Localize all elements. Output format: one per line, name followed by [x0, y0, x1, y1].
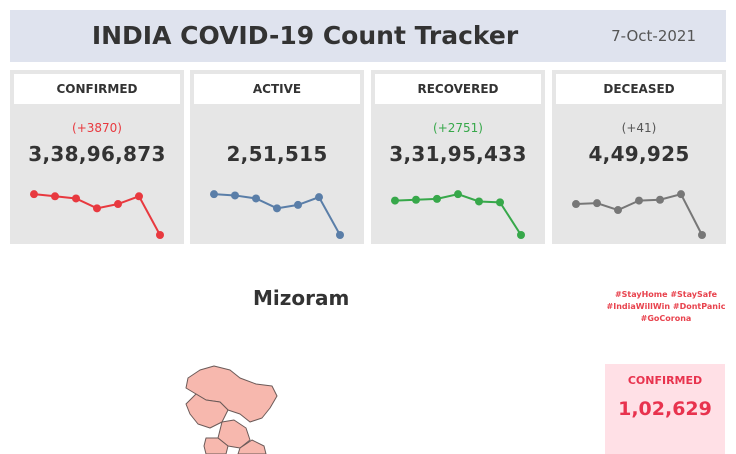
hashtags: #StayHome #StaySafe #IndiaWillWin #DontP… [600, 289, 732, 325]
trend-point[interactable] [496, 198, 504, 207]
trend-point[interactable] [454, 190, 462, 199]
trend-point[interactable] [114, 200, 122, 209]
deceased-trend-chart [572, 190, 706, 239]
active-card[interactable]: ACTIVE 2,51,515 [190, 70, 364, 244]
trend-point[interactable] [135, 192, 143, 201]
hashtag-line: #GoCorona [640, 314, 692, 323]
map-region-punjab[interactable] [203, 437, 229, 454]
deceased-label: DECEASED [556, 74, 722, 104]
state-confirmed-label: CONFIRMED [627, 374, 703, 387]
confirmed-value: 3,38,96,873 [28, 142, 166, 166]
trend-point[interactable] [677, 190, 685, 199]
trend-point[interactable] [336, 231, 344, 239]
trend-point[interactable] [635, 196, 643, 205]
trend-point[interactable] [51, 192, 59, 201]
trend-point[interactable] [156, 231, 164, 239]
trend-point[interactable] [252, 194, 260, 203]
trend-point[interactable] [231, 191, 239, 200]
state-confirmed-box: CONFIRMED 1,02,629 [605, 364, 725, 454]
deceased-delta: (+41) [621, 121, 657, 135]
trend-point[interactable] [391, 196, 399, 205]
trend-point[interactable] [93, 204, 101, 213]
trend-point[interactable] [698, 231, 706, 239]
active-label: ACTIVE [194, 74, 360, 104]
deceased-card[interactable]: DECEASED (+41) 4,49,925 [552, 70, 726, 244]
trend-point[interactable] [475, 197, 483, 206]
confirmed-label: CONFIRMED [14, 74, 180, 104]
page-title: INDIA COVID-19 Count Tracker [91, 21, 519, 50]
trend-point[interactable] [30, 190, 38, 199]
recovered-label: RECOVERED [375, 74, 541, 104]
trend-point[interactable] [72, 194, 80, 203]
trend-point[interactable] [210, 190, 218, 199]
recovered-trend-chart [391, 190, 525, 239]
deceased-value: 4,49,925 [588, 142, 690, 166]
trend-point[interactable] [593, 199, 601, 208]
state-confirmed-value: 1,02,629 [618, 398, 712, 420]
active-trend-chart [210, 190, 344, 239]
trend-point[interactable] [572, 200, 580, 209]
trend-point[interactable] [614, 206, 622, 215]
trend-point[interactable] [412, 195, 420, 204]
header-bar: INDIA COVID-19 Count Tracker 7-Oct-2021 [10, 10, 726, 62]
report-date: 7-Oct-2021 [611, 27, 696, 45]
hashtag-line: #StayHome #StaySafe [614, 290, 718, 299]
map-region-jammu-kashmir[interactable] [185, 393, 229, 429]
recovered-value: 3,31,95,433 [389, 142, 527, 166]
trend-point[interactable] [273, 204, 281, 213]
selected-state-name: Mizoram [253, 286, 350, 310]
active-value: 2,51,515 [226, 142, 328, 166]
confirmed-card[interactable]: CONFIRMED (+3870) 3,38,96,873 [10, 70, 184, 244]
trend-point[interactable] [433, 194, 441, 203]
trend-point[interactable] [294, 200, 302, 209]
confirmed-delta: (+3870) [72, 121, 122, 135]
trend-point[interactable] [656, 195, 664, 204]
recovered-card[interactable]: RECOVERED (+2751) 3,31,95,433 [371, 70, 545, 244]
confirmed-trend-chart [30, 190, 164, 239]
map-region-uttarakhand[interactable] [237, 439, 267, 454]
trend-point[interactable] [315, 193, 323, 202]
trend-point[interactable] [517, 231, 525, 239]
hashtag-line: #IndiaWillWin #DontPanic [606, 302, 726, 311]
recovered-delta: (+2751) [433, 121, 483, 135]
